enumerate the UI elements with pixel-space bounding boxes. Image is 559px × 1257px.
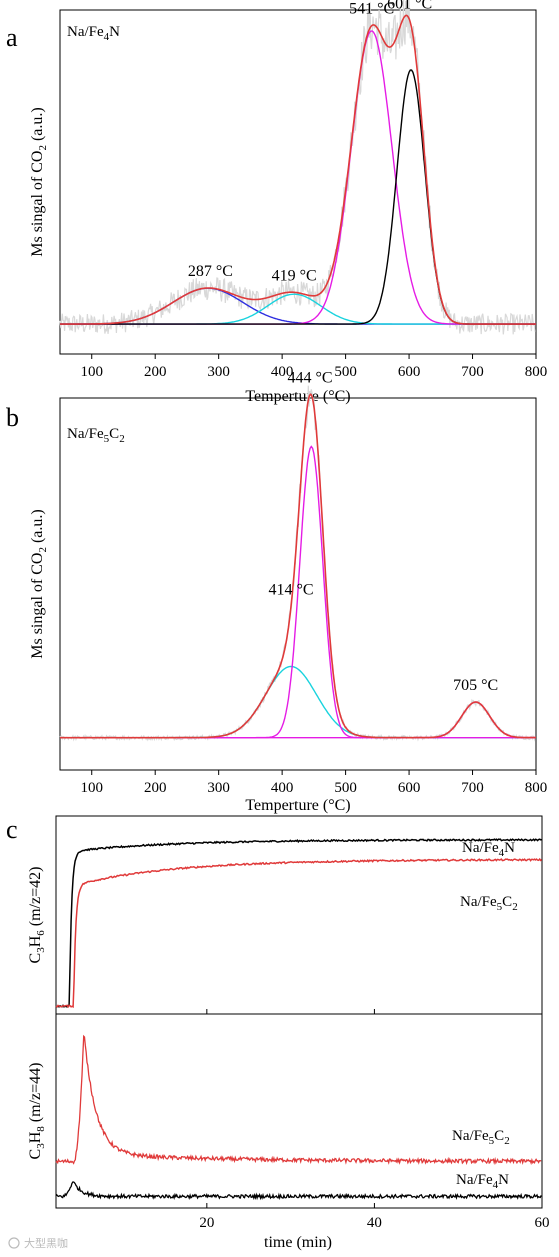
x-tick-label: 800 <box>525 780 548 796</box>
peak-label: 601 °C <box>387 0 432 12</box>
plot-frame-a <box>59 9 537 355</box>
x-tick-label: 100 <box>80 364 103 380</box>
c3h6-series-1 <box>55 838 542 1008</box>
x-tick-label: 700 <box>461 780 484 796</box>
watermark-text: 大型黑咖 <box>24 1236 68 1250</box>
legend-c3h6-na-fe4n: Na/Fe4N <box>462 840 515 859</box>
y-axis-label-c3h8: C3H8 (m/z=44) <box>27 1063 47 1160</box>
panel-c: c 20 40 60 Na/Fe4N Na/Fe5C2 Na/Fe5C2 Na/Fe… <box>6 815 550 1251</box>
peak-label: 444 °C <box>288 370 333 387</box>
fit-envelope <box>60 393 536 739</box>
panel-letter-c: c <box>6 815 18 844</box>
x-tick-label: 300 <box>207 364 230 380</box>
watermark-icon <box>8 1237 20 1249</box>
panel-letter-b: b <box>6 403 19 432</box>
x-tick-label: 500 <box>334 780 357 796</box>
fit-component-3 <box>60 701 536 739</box>
x-axis-label-b: Temperture (°C) <box>245 797 350 814</box>
x-tick-label: 800 <box>525 364 548 380</box>
watermark: 大型黑咖 <box>8 1236 68 1250</box>
panel-a: a 100 200 300 400 500 600 700 800 287 °C 419 °C 5… <box>6 0 547 405</box>
fit-envelope-a <box>60 14 536 325</box>
c3h8-series-1 <box>55 1034 542 1166</box>
x-tick-label: 500 <box>334 364 357 380</box>
peak-label: 419 °C <box>272 267 317 284</box>
panel-b: b 100 200 300 400 500 600 700 800 414 °C 444 °C 7… <box>6 370 547 814</box>
x-tick-label: 100 <box>80 780 103 796</box>
peak-labels-b: 414 °C 444 °C 705 °C <box>268 370 498 694</box>
peak-label: 414 °C <box>268 582 313 599</box>
x-tick-label: 400 <box>271 780 294 796</box>
y-axis-label-b: Ms singal of CO2 (a.u.) <box>29 509 49 659</box>
fit-envelope <box>60 14 536 325</box>
sample-label-a: Na/Fe4N <box>67 24 120 43</box>
x-tick-label: 200 <box>144 364 167 380</box>
x-tick-label: 600 <box>398 780 421 796</box>
y-axis-label-a: Ms singal of CO2 (a.u.) <box>29 107 49 257</box>
x-tick-label: 20 <box>199 1215 214 1231</box>
plot-frame-b <box>59 397 537 771</box>
c3h6-series-2 <box>55 857 543 1009</box>
legend-c3h6-na-fe5c2: Na/Fe5C2 <box>460 894 518 913</box>
peak-label: 541 °C <box>349 1 394 18</box>
raw-trace <box>59 0 536 335</box>
x-tick-label: 400 <box>271 364 294 380</box>
x-ticks-c: 20 40 60 <box>199 1009 550 1231</box>
y-axis-label-c3h6: C3H6 (m/z=42) <box>27 867 47 964</box>
legend-c3h8-na-fe4n: Na/Fe4N <box>456 1172 509 1191</box>
panel-letter-a: a <box>6 23 18 52</box>
x-ticks-a: 100 200 300 400 500 600 700 800 <box>80 354 547 380</box>
c3h8-series-2 <box>55 1181 542 1201</box>
c3h6-traces <box>55 838 543 1009</box>
sample-label-b: Na/Fe5C2 <box>67 426 125 445</box>
peak-label: 287 °C <box>188 263 233 280</box>
x-ticks-b: 100 200 300 400 500 600 700 800 <box>80 770 547 796</box>
x-tick-label: 200 <box>144 780 167 796</box>
x-tick-label: 40 <box>367 1215 382 1231</box>
x-axis-label-c: time (min) <box>264 1234 332 1251</box>
fit-envelope-b <box>60 393 536 739</box>
x-axis-label-a: Temperture (°C) <box>245 388 350 405</box>
x-tick-label: 60 <box>535 1215 550 1231</box>
x-tick-label: 700 <box>461 364 484 380</box>
raw-signal-a <box>59 0 536 335</box>
c3h8-traces <box>55 1034 542 1201</box>
peak-label: 705 °C <box>453 677 498 694</box>
legend-c3h8-na-fe5c2: Na/Fe5C2 <box>452 1128 510 1147</box>
x-tick-label: 600 <box>398 364 421 380</box>
x-tick-label: 300 <box>207 780 230 796</box>
